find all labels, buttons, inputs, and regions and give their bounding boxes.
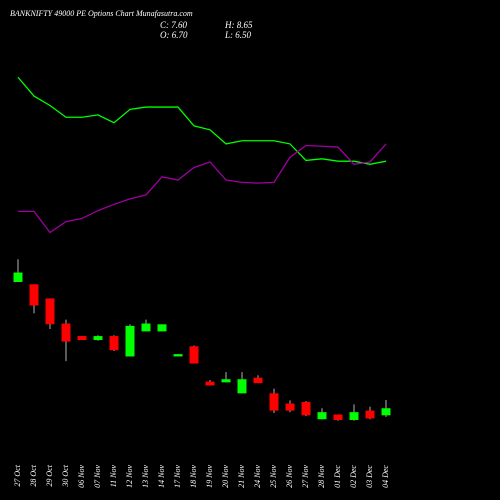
indicator-line [18,143,387,234]
x-tick-label: 13 Nov [141,465,150,488]
candle-body [93,336,103,340]
stat: H: 8.65 [224,20,253,30]
candle-body [189,346,199,364]
x-tick-label: 07 Nov [93,465,102,488]
x-tick-label: 19 Nov [205,465,214,488]
x-tick-label: 24 Nov [253,465,262,488]
x-tick-label: 02 Dec [349,465,358,488]
candle-body [157,324,167,332]
x-tick-label: 17 Nov [173,465,182,488]
candle-body [109,336,119,351]
x-tick-label: 27 Oct [13,464,22,486]
x-tick-label: 21 Nov [237,465,246,488]
candle-body [205,381,215,386]
candle-body [253,377,263,384]
candle-body [77,336,87,340]
x-tick-label: 18 Nov [189,465,198,488]
x-tick-label: 04 Dec [381,465,390,488]
candle-body [237,379,247,394]
x-tick-label: 14 Nov [157,465,166,488]
candle-body [381,408,391,416]
candle-body [173,354,183,357]
x-tick-label: 30 Oct [61,464,70,487]
x-tick-label: 12 Nov [125,465,134,488]
candle-body [365,410,375,419]
candle-body [125,325,135,357]
x-tick-label: 20 Nov [221,465,230,488]
x-tick-label: 11 Nov [109,465,118,488]
x-tick-label: 26 Nov [285,465,294,488]
candle-body [349,412,359,420]
candle-body [269,393,279,411]
x-tick-label: 06 Nov [77,465,86,488]
candle-body [45,298,55,325]
indicator-line [17,76,387,165]
chart-title: BANKNIFTY 49000 PE Options Chart Munafas… [10,9,193,18]
candle-body [61,323,71,342]
x-tick-label: 01 Dec [333,465,342,488]
x-tick-label: 25 Nov [269,465,278,488]
candle-body [141,323,151,332]
candle-body [333,414,343,420]
candle-body [13,272,23,282]
x-tick-label: 03 Dec [365,465,374,488]
candle-body [221,379,231,383]
stat: O: 6.70 [160,30,188,40]
stat: L: 6.50 [224,30,252,40]
x-tick-label: 28 Oct [29,464,38,486]
x-tick-label: 28 Nov [317,465,326,488]
candle-body [29,284,39,306]
candle-body [285,403,295,411]
candle-body [301,401,311,416]
x-tick-label: 27 Nov [301,465,310,488]
x-tick-label: 29 Oct [45,464,54,486]
stat: C: 7.60 [160,20,188,30]
candle-body [317,412,327,420]
